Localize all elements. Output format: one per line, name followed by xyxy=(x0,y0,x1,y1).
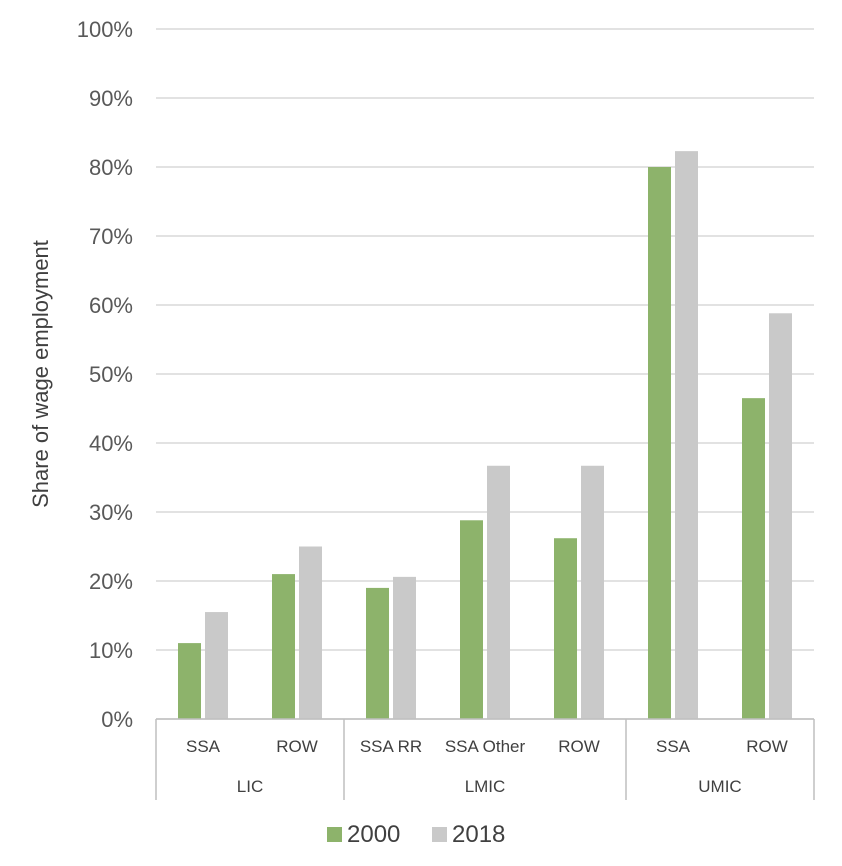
legend-swatch-2000 xyxy=(327,827,342,842)
y-tick-label: 40% xyxy=(89,431,133,456)
bar-2018 xyxy=(299,546,322,719)
gridlines xyxy=(156,28,814,720)
x-tick-label: SSA xyxy=(656,737,691,756)
x-group-label: LMIC xyxy=(465,777,506,796)
x-tick-label: ROW xyxy=(276,737,318,756)
legend-label: 2018 xyxy=(452,821,505,848)
x-tick-label: ROW xyxy=(746,737,788,756)
x-axis: SSA ROW SSA RR SSA Other ROW SSA ROW LIC LMIC UMI… xyxy=(155,718,815,800)
y-tick-label: 50% xyxy=(89,362,133,387)
bar-2018 xyxy=(581,465,604,719)
y-tick-label: 90% xyxy=(89,86,133,111)
bar-2000 xyxy=(648,167,671,719)
y-axis-label: Share of wage employment xyxy=(28,240,53,508)
legend-label: 2000 xyxy=(347,821,400,848)
x-group-label: UMIC xyxy=(698,777,741,796)
y-tick-label: 20% xyxy=(89,569,133,594)
bar-2018 xyxy=(205,612,228,719)
bar-2000 xyxy=(178,643,201,719)
y-tick-label: 100% xyxy=(77,17,133,42)
bar-2018 xyxy=(675,151,698,719)
y-tick-label: 10% xyxy=(89,638,133,663)
x-tick-label: SSA Other xyxy=(445,737,526,756)
bar-2000 xyxy=(272,574,295,719)
bar-2000 xyxy=(554,538,577,719)
bar-2000 xyxy=(366,587,389,719)
bar-2000 xyxy=(460,520,483,719)
y-tick-label: 60% xyxy=(89,293,133,318)
bars xyxy=(178,151,792,719)
y-tick-label: 0% xyxy=(101,707,133,732)
x-tick-label: SSA xyxy=(186,737,221,756)
bar-2000 xyxy=(742,398,765,719)
y-tick-label: 70% xyxy=(89,224,133,249)
x-group-label: LIC xyxy=(237,777,263,796)
bar-2018 xyxy=(487,465,510,719)
bar-2018 xyxy=(393,576,416,719)
y-tick-label: 30% xyxy=(89,500,133,525)
bar-2018 xyxy=(769,313,792,719)
legend: 2000 2018 xyxy=(327,821,505,848)
x-tick-label: SSA RR xyxy=(360,737,422,756)
legend-swatch-2018 xyxy=(432,827,447,842)
y-tick-label: 80% xyxy=(89,155,133,180)
y-axis-tick-labels: 0% 10% 20% 30% 40% 50% 60% 70% 80% 90% 100% xyxy=(77,17,133,732)
x-tick-label: ROW xyxy=(558,737,600,756)
